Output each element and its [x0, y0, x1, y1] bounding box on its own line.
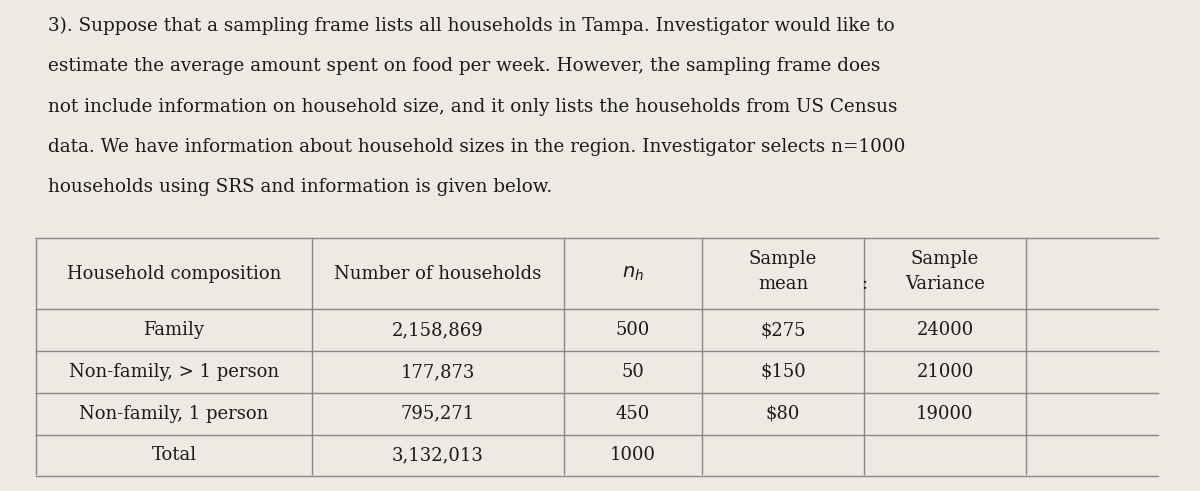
Text: :: :: [860, 274, 868, 293]
Text: estimate the average amount spent on food per week. However, the sampling frame : estimate the average amount spent on foo…: [48, 57, 881, 76]
Text: mean: mean: [758, 274, 808, 293]
Text: households using SRS and information is given below.: households using SRS and information is …: [48, 178, 552, 196]
Text: Sample: Sample: [911, 250, 979, 268]
Text: Variance: Variance: [905, 274, 985, 293]
Text: Number of households: Number of households: [335, 265, 541, 283]
Text: 177,873: 177,873: [401, 363, 475, 381]
Text: Non-family, 1 person: Non-family, 1 person: [79, 405, 269, 423]
Text: 50: 50: [622, 363, 644, 381]
Text: not include information on household size, and it only lists the households from: not include information on household siz…: [48, 98, 898, 116]
Text: 795,271: 795,271: [401, 405, 475, 423]
Text: Family: Family: [144, 321, 204, 339]
Text: 19000: 19000: [917, 405, 973, 423]
Text: Household composition: Household composition: [67, 265, 281, 283]
Text: 1000: 1000: [610, 446, 656, 464]
Bar: [36, 238, 1158, 474]
Text: $n_h$: $n_h$: [622, 264, 644, 283]
Text: 24000: 24000: [917, 321, 973, 339]
Text: 500: 500: [616, 321, 650, 339]
Text: 3). Suppose that a sampling frame lists all households in Tampa. Investigator wo: 3). Suppose that a sampling frame lists …: [48, 17, 895, 35]
Text: 3,132,013: 3,132,013: [392, 446, 484, 464]
Text: 2,158,869: 2,158,869: [392, 321, 484, 339]
Text: Total: Total: [151, 446, 197, 464]
Text: $275: $275: [761, 321, 805, 339]
Text: $80: $80: [766, 405, 800, 423]
Text: 450: 450: [616, 405, 650, 423]
Text: Non-family, > 1 person: Non-family, > 1 person: [68, 363, 280, 381]
Text: Sample: Sample: [749, 250, 817, 268]
Text: data. We have information about household sizes in the region. Investigator sele: data. We have information about househol…: [48, 138, 905, 156]
Text: $150: $150: [760, 363, 806, 381]
Text: 21000: 21000: [917, 363, 973, 381]
